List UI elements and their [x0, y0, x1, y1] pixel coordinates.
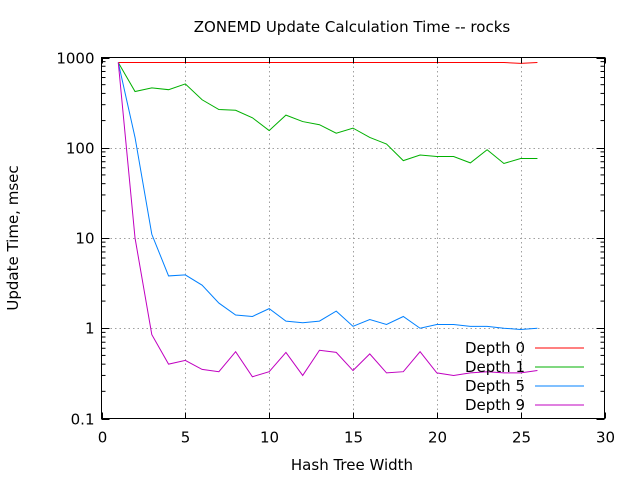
tick-labels: 0 5 10 15 20 25 30 0.1 1 10 100 1000 [56, 50, 615, 447]
series-line-depth-1 [117, 62, 538, 165]
x-tick-label: 10 [260, 429, 279, 447]
y-tick-label: 10 [75, 230, 94, 248]
legend-label: Depth 9 [465, 396, 525, 414]
y-tick-label: 0.1 [71, 411, 95, 429]
series-line-depth-0 [118, 62, 538, 64]
x-tick-label: 15 [344, 429, 363, 447]
x-tick-label: 20 [428, 429, 447, 447]
x-tick-label: 5 [181, 429, 191, 447]
grid-lines [101, 57, 605, 419]
chart-title: ZONEMD Update Calculation Time -- rocks [194, 18, 511, 36]
series-layer [117, 62, 538, 378]
legend-label: Depth 0 [465, 339, 525, 357]
y-tick-label: 100 [66, 140, 95, 158]
series-line-depth-9 [117, 62, 538, 378]
y-tick-label: 1 [85, 320, 95, 338]
y-axis-title: Update Time, msec [4, 165, 22, 310]
series-line-depth-5 [117, 62, 538, 330]
x-tick-label: 0 [98, 429, 108, 447]
legend-label: Depth 1 [465, 358, 525, 376]
y-tick-label: 1000 [56, 50, 94, 68]
legend-label: Depth 5 [465, 377, 525, 395]
x-tick-label: 30 [596, 429, 615, 447]
x-tick-label: 25 [512, 429, 531, 447]
axis-ticks [101, 57, 606, 420]
x-axis-title: Hash Tree Width [291, 456, 413, 474]
